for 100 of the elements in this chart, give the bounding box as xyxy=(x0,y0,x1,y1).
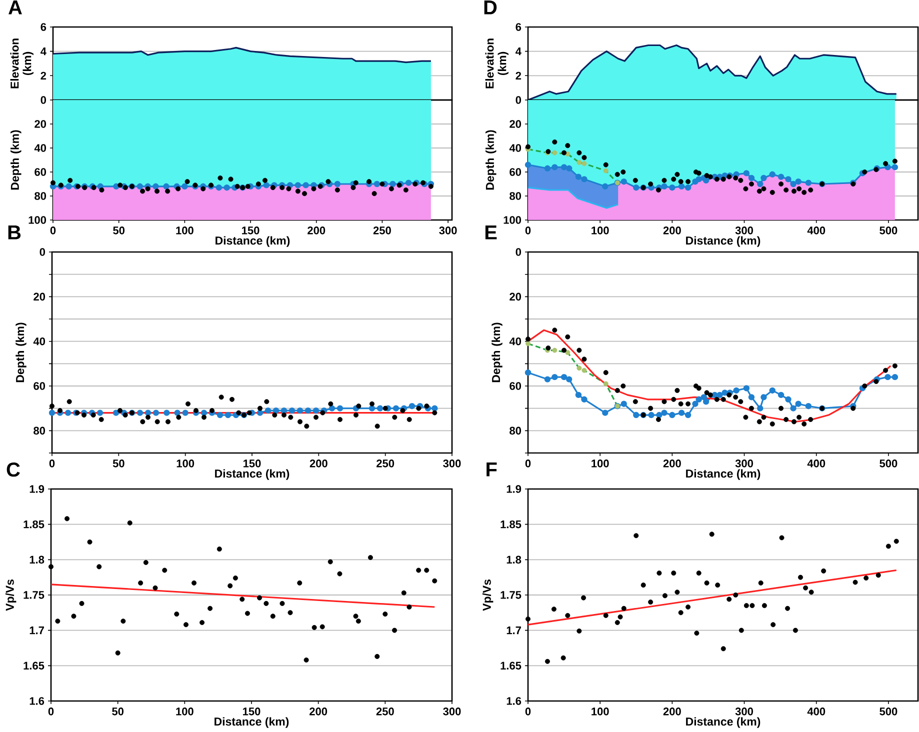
y-tick-label: 0 xyxy=(40,248,46,256)
x-tick-label: 50 xyxy=(112,708,124,716)
y-tick-label: 2 xyxy=(516,72,522,80)
x-tick-label: 100 xyxy=(592,226,609,234)
x-tick-label: 300 xyxy=(735,708,753,716)
y-tick-label: 1.8 xyxy=(506,556,522,564)
x-tick-label: 300 xyxy=(443,708,461,716)
y-tick-label: 80 xyxy=(34,426,46,435)
y-tick-label: 1.85 xyxy=(500,520,522,528)
x-tick-label: 500 xyxy=(880,460,898,468)
y-tick-label: 60 xyxy=(34,382,46,390)
chart-title: B xyxy=(8,226,21,240)
x-tick-label: 400 xyxy=(807,708,826,716)
x-tick-label: 200 xyxy=(308,226,326,234)
x-tick-label: 200 xyxy=(663,708,681,716)
y-tick-label: 20 xyxy=(510,292,522,301)
y-tick-label: 0 xyxy=(516,96,522,104)
y-axis-title: Depth (km) xyxy=(486,130,496,190)
chart-title: A xyxy=(8,0,22,14)
y-tick-label: 1.75 xyxy=(24,591,44,599)
y-tick-label: 4 xyxy=(40,48,46,56)
x-axis-title: Distance (km) xyxy=(216,236,290,247)
x-tick-label: 200 xyxy=(310,460,328,468)
x-tick-label: 100 xyxy=(176,460,194,468)
x-tick-label: 50 xyxy=(113,226,125,234)
y-tick-label: 60 xyxy=(510,382,522,390)
y-tick-label: 80 xyxy=(510,192,522,200)
y-axis-title: Vp/Vs xyxy=(5,579,16,611)
x-tick-label: 500 xyxy=(880,226,898,234)
x-tick-label: 200 xyxy=(663,460,681,468)
y-tick-label: 20 xyxy=(34,292,46,301)
x-tick-label: 100 xyxy=(592,460,609,468)
x-tick-label: 150 xyxy=(242,226,260,234)
x-axis-title: Distance (km) xyxy=(686,717,760,728)
chart-title: E xyxy=(485,226,497,240)
x-tick-label: 100 xyxy=(176,708,194,716)
y-tick-label: 4 xyxy=(516,48,522,56)
y-tick-label: 100 xyxy=(28,216,46,224)
x-tick-label: 200 xyxy=(663,226,681,234)
y-axis-title: Depth (km) xyxy=(16,322,26,382)
y-tick-label: 6 xyxy=(40,23,46,31)
y-tick-label: 0 xyxy=(516,248,522,256)
x-tick-label: 250 xyxy=(373,226,391,234)
x-tick-label: 0 xyxy=(50,226,56,234)
y-tick-label: 20 xyxy=(510,120,522,128)
x-tick-label: 250 xyxy=(376,460,394,468)
x-tick-label: 400 xyxy=(807,460,826,468)
x-tick-label: 300 xyxy=(439,226,457,234)
x-tick-label: 200 xyxy=(310,708,328,716)
x-tick-label: 500 xyxy=(880,708,898,716)
y-tick-label: 1.9 xyxy=(30,485,44,493)
y-tick-label: 1.8 xyxy=(30,556,44,564)
x-tick-label: 400 xyxy=(807,226,826,234)
x-tick-label: 0 xyxy=(48,708,54,716)
x-tick-label: 250 xyxy=(376,708,394,716)
y-axis-title: Elevation (km) xyxy=(10,38,34,88)
x-tick-label: 300 xyxy=(735,460,753,468)
x-axis-title: Distance (km) xyxy=(686,469,760,480)
y-tick-label: 60 xyxy=(34,168,46,176)
y-tick-label: 20 xyxy=(34,120,46,128)
y-axis-title: Elevation (km) xyxy=(485,38,508,88)
y-tick-label: 1.75 xyxy=(500,591,522,599)
x-tick-label: 50 xyxy=(112,460,124,468)
y-axis-title: Depth (km) xyxy=(492,322,502,382)
x-tick-label: 0 xyxy=(525,226,531,234)
y-tick-label: 1.7 xyxy=(506,626,521,634)
y-tick-label: 100 xyxy=(504,216,522,224)
y-tick-label: 1.7 xyxy=(30,626,44,634)
y-axis-title: Depth (km) xyxy=(10,130,22,190)
x-tick-label: 0 xyxy=(49,460,55,468)
y-tick-label: 2 xyxy=(40,72,46,80)
x-axis-title: Distance (km) xyxy=(686,236,760,247)
y-tick-label: 60 xyxy=(510,168,522,176)
chart-title: C xyxy=(6,462,20,477)
y-tick-label: 1.6 xyxy=(30,697,44,705)
y-tick-label: 1.9 xyxy=(506,485,522,493)
y-tick-label: 1.65 xyxy=(24,662,44,670)
x-tick-label: 150 xyxy=(243,708,260,716)
y-tick-label: 6 xyxy=(516,23,522,31)
x-axis-title: Distance (km) xyxy=(215,469,290,480)
chart-title: F xyxy=(486,462,497,476)
y-tick-label: 80 xyxy=(510,426,522,435)
y-tick-label: 0 xyxy=(40,96,46,104)
y-tick-label: 1.85 xyxy=(24,520,44,528)
x-tick-label: 100 xyxy=(176,226,194,234)
y-axis-title: Vp/Vs xyxy=(482,579,494,611)
x-tick-label: 0 xyxy=(525,708,531,716)
y-tick-label: 80 xyxy=(34,192,46,200)
x-tick-label: 300 xyxy=(735,226,753,234)
x-tick-label: 100 xyxy=(592,708,609,716)
x-tick-label: 150 xyxy=(244,460,261,468)
x-tick-label: 0 xyxy=(525,460,531,468)
y-tick-label: 1.6 xyxy=(506,697,522,705)
chart-title: D xyxy=(484,0,497,14)
x-axis-title: Distance (km) xyxy=(214,717,289,728)
y-tick-label: 40 xyxy=(509,144,522,152)
y-tick-label: 40 xyxy=(33,337,46,346)
y-tick-label: 40 xyxy=(34,144,46,152)
y-tick-label: 40 xyxy=(509,337,522,346)
y-tick-label: 1.65 xyxy=(500,662,522,670)
